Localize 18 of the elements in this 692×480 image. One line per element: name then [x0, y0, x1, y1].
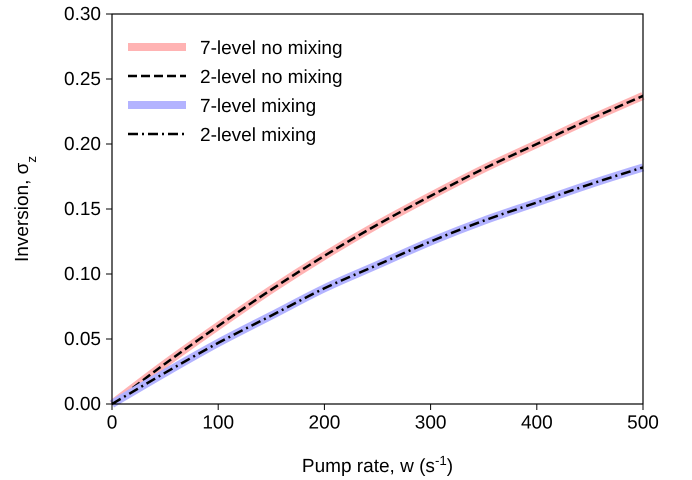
y-tick-label: 0.30 — [64, 4, 101, 26]
legend-label: 7-level mixing — [200, 96, 316, 117]
x-axis-title: Pump rate, w (s$^{-1}$) — [302, 452, 454, 477]
x-tick-label: 100 — [202, 412, 234, 434]
y-tick-label: 0.20 — [64, 134, 101, 156]
y-tick-label: 0.25 — [64, 69, 101, 90]
x-tick-label: 400 — [520, 412, 553, 434]
x-tick-label: 300 — [414, 412, 446, 434]
x-tick-label: 0 — [106, 412, 118, 434]
y-tick-label: 0.10 — [64, 264, 101, 286]
y-tick-label: 0.15 — [64, 199, 101, 220]
legend-label: 2-level mixing — [200, 125, 316, 146]
y-tick-label: 0.00 — [64, 394, 101, 416]
y-tick-label: 0.05 — [64, 329, 101, 350]
x-tick-label: 500 — [627, 412, 659, 434]
legend-label: 7-level no mixing — [200, 38, 343, 59]
legend-label: 2-level no mixing — [200, 67, 343, 88]
x-tick-label: 200 — [308, 412, 340, 434]
